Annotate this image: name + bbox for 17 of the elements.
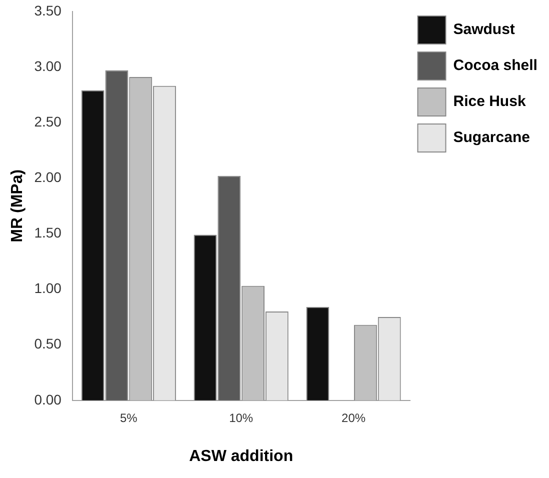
x-tick-label: 5% xyxy=(120,410,138,425)
legend-label: Cocoa shell xyxy=(453,57,538,74)
legend-label: Sawdust xyxy=(453,21,515,38)
y-tick-label: 3.00 xyxy=(34,58,62,74)
x-tick-label: 10% xyxy=(229,410,254,425)
x-axis-title: ASW addition xyxy=(189,448,294,465)
legend-label: Rice Husk xyxy=(453,93,526,110)
y-axis-title: MR (MPa) xyxy=(9,169,26,242)
y-tick-label: 1.00 xyxy=(34,280,62,296)
y-tick-label: 3.50 xyxy=(34,2,62,18)
legend-label: Sugarcane xyxy=(453,129,530,146)
x-tick-label: 20% xyxy=(342,410,366,425)
y-tick-label: 0.50 xyxy=(34,336,62,352)
y-tick-label: 1.50 xyxy=(34,224,62,241)
y-tick-label: 2.50 xyxy=(34,113,62,130)
y-tick-label: 0.00 xyxy=(34,391,62,408)
y-tick-label: 2.00 xyxy=(34,168,62,185)
